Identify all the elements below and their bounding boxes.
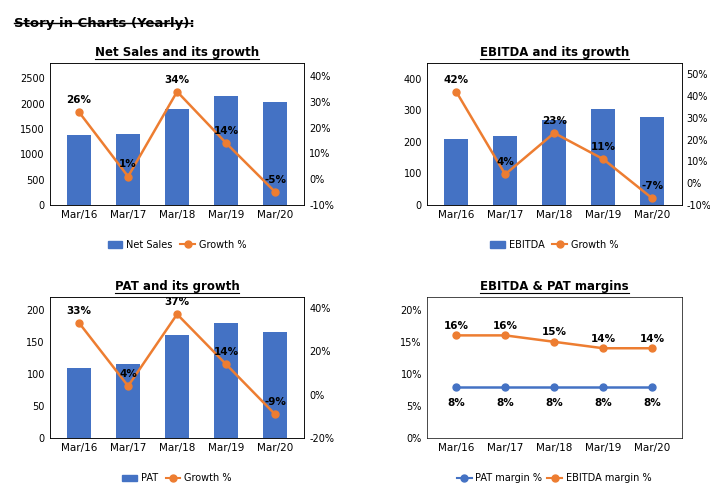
Text: 16%: 16% — [493, 321, 518, 331]
Bar — [214, 322, 239, 438]
Title: EBITDA and its growth: EBITDA and its growth — [479, 46, 629, 59]
Bar — [493, 136, 518, 205]
Text: 34%: 34% — [165, 75, 190, 85]
Bar — [116, 133, 141, 205]
Text: 14%: 14% — [214, 347, 239, 357]
Legend: PAT, Growth %: PAT, Growth % — [119, 469, 236, 487]
Bar — [542, 120, 567, 205]
Text: 14%: 14% — [591, 334, 616, 344]
Text: 16%: 16% — [444, 321, 469, 331]
Text: 42%: 42% — [444, 75, 469, 85]
Title: PAT and its growth: PAT and its growth — [115, 280, 239, 293]
EBITDA margin % — [452, 333, 461, 338]
Text: -7%: -7% — [641, 181, 663, 191]
Text: 15%: 15% — [542, 327, 567, 337]
Text: 1%: 1% — [119, 159, 137, 169]
Bar — [263, 332, 288, 438]
Legend: Net Sales, Growth %: Net Sales, Growth % — [104, 236, 251, 254]
PAT margin % — [599, 384, 608, 390]
Legend: PAT margin %, EBITDA margin %: PAT margin %, EBITDA margin % — [453, 469, 655, 487]
Text: 4%: 4% — [119, 369, 137, 379]
Text: 8%: 8% — [447, 398, 465, 409]
PAT margin % — [452, 384, 461, 390]
Title: EBITDA & PAT margins: EBITDA & PAT margins — [480, 280, 628, 293]
Text: 14%: 14% — [640, 334, 665, 344]
Text: 33%: 33% — [67, 306, 92, 316]
Text: 8%: 8% — [545, 398, 563, 409]
PAT margin % — [501, 384, 510, 390]
Text: 23%: 23% — [542, 116, 567, 126]
PAT margin % — [648, 384, 657, 390]
Text: Story in Charts (Yearly):: Story in Charts (Yearly): — [14, 17, 195, 30]
Text: 8%: 8% — [594, 398, 612, 409]
Text: -5%: -5% — [264, 175, 286, 185]
Title: Net Sales and its growth: Net Sales and its growth — [95, 46, 259, 59]
Bar — [67, 135, 92, 205]
Bar — [640, 117, 665, 205]
Text: 4%: 4% — [496, 157, 514, 167]
Line: PAT margin %: PAT margin % — [453, 383, 655, 390]
Bar — [67, 368, 92, 438]
EBITDA margin % — [501, 333, 510, 338]
EBITDA margin % — [550, 339, 559, 345]
Bar — [263, 102, 288, 205]
Bar — [214, 96, 239, 205]
Bar — [165, 336, 190, 438]
Bar — [591, 109, 616, 205]
Text: 37%: 37% — [165, 297, 190, 307]
EBITDA margin % — [599, 345, 608, 351]
Text: 14%: 14% — [214, 126, 239, 136]
Legend: EBITDA, Growth %: EBITDA, Growth % — [486, 236, 622, 254]
Text: 8%: 8% — [643, 398, 661, 409]
Text: 8%: 8% — [496, 398, 514, 409]
Bar — [116, 364, 141, 438]
Text: 11%: 11% — [591, 142, 616, 152]
EBITDA margin % — [648, 345, 657, 351]
Line: EBITDA margin %: EBITDA margin % — [453, 332, 655, 352]
Text: 26%: 26% — [67, 95, 92, 105]
Bar — [444, 139, 469, 205]
Text: -9%: -9% — [264, 397, 286, 407]
Bar — [165, 109, 190, 205]
PAT margin % — [550, 384, 559, 390]
